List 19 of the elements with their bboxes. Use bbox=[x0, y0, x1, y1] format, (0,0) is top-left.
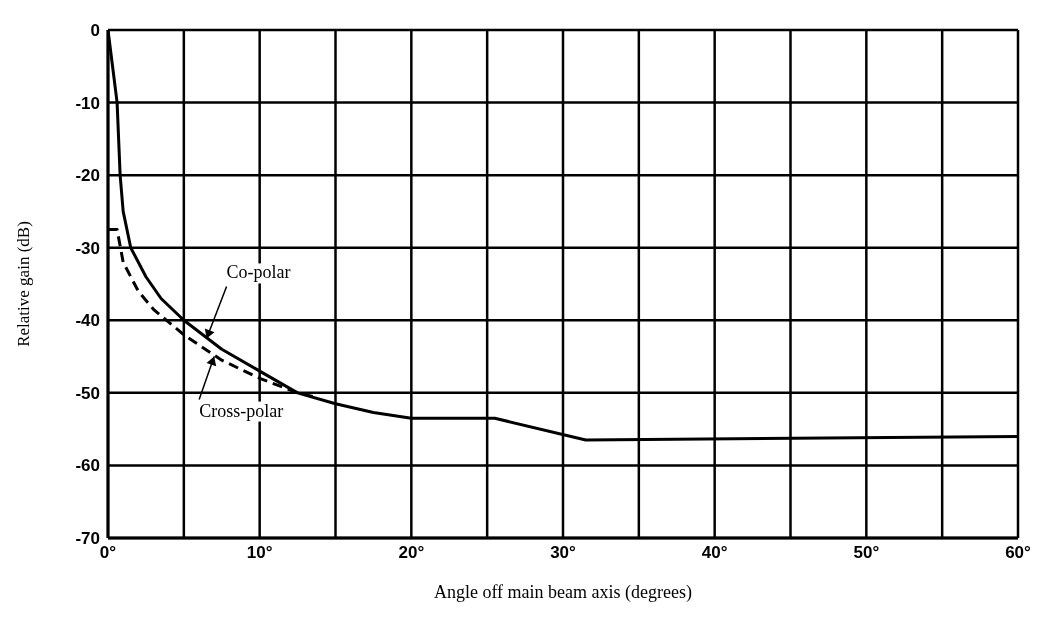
y-tick-label: 0 bbox=[90, 21, 100, 41]
x-axis-title: Angle off main beam axis (degrees) bbox=[433, 582, 693, 603]
y-tick-label: -30 bbox=[75, 238, 100, 258]
annotation: Cross-polar bbox=[199, 400, 284, 421]
x-tick-label: 0° bbox=[99, 543, 117, 563]
annotation: Co-polar bbox=[226, 262, 291, 283]
x-tick-label: 50° bbox=[853, 543, 880, 563]
y-tick-label: -60 bbox=[75, 456, 100, 476]
y-tick-label: -20 bbox=[75, 166, 100, 186]
y-tick-label: -50 bbox=[75, 383, 100, 403]
y-tick-label: -10 bbox=[75, 93, 100, 113]
x-tick-label: 10° bbox=[246, 543, 273, 563]
y-tick-label: -40 bbox=[75, 311, 100, 331]
y-axis-title: Relative gain (dB) bbox=[14, 221, 34, 347]
x-tick-label: 30° bbox=[550, 543, 577, 563]
x-tick-label: 60° bbox=[1005, 543, 1032, 563]
y-tick-label: -70 bbox=[75, 529, 100, 549]
x-tick-label: 40° bbox=[701, 543, 728, 563]
x-tick-label: 20° bbox=[398, 543, 425, 563]
